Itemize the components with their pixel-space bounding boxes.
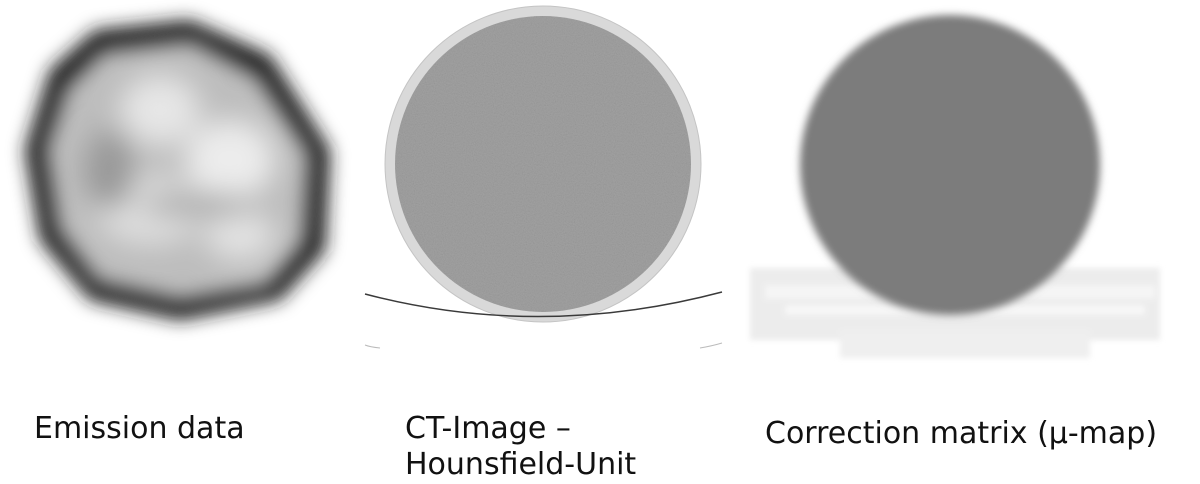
caption-line: Emission data [34,411,245,446]
caption-line: CT-Image – [405,411,571,446]
emission-caption: Emission data [34,411,245,447]
caption-line: Correction matrix (μ-map) [765,416,1158,451]
ct-caption: CT-Image – Hounsfield-Unit [405,411,636,483]
ct-image [364,5,723,349]
mumap-phantom [800,15,1100,315]
emission-image [25,20,330,320]
mumap-image [750,15,1160,358]
caption-line: Hounsfield-Unit [405,447,637,482]
ct-phantom-body [395,16,691,312]
mumap-caption: Correction matrix (μ-map) [765,416,1157,452]
ct-table-curve [364,291,723,318]
